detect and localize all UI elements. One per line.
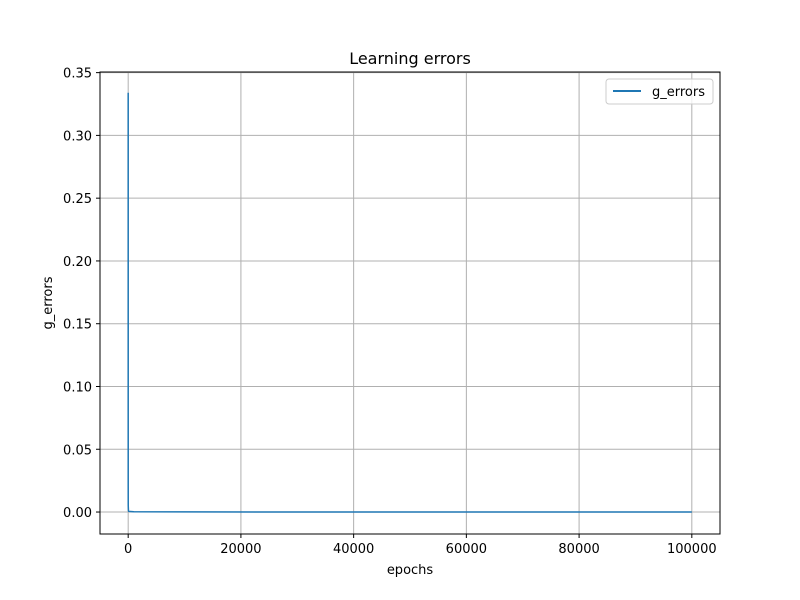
y-tick-label: 0.20 — [63, 255, 92, 270]
x-tick-label: 0 — [124, 542, 132, 557]
legend: g_errors — [605, 78, 714, 105]
series-layer — [127, 92, 692, 513]
series-line — [127, 92, 692, 513]
y-tick-label: 0.05 — [63, 443, 92, 458]
y-tick-label: 0.30 — [63, 129, 92, 144]
y-tick-label: 0.35 — [63, 67, 92, 82]
y-tick-label: 0.25 — [63, 192, 92, 207]
x-tick-label: 20000 — [220, 542, 261, 557]
x-axis-label: epochs — [387, 563, 434, 578]
grid-layer — [100, 72, 720, 534]
y-tick-label: 0.00 — [63, 506, 92, 521]
x-tick-label: 60000 — [446, 542, 487, 557]
y-tick-label: 0.15 — [63, 318, 92, 333]
x-tick-label: 40000 — [333, 542, 374, 557]
plot-frame — [99, 71, 721, 535]
legend-box — [605, 78, 714, 105]
x-tick-label: 100000 — [667, 542, 717, 557]
legend-label: g_errors — [652, 85, 705, 100]
x-tick-label: 80000 — [558, 542, 599, 557]
y-axis-label: g_errors — [41, 276, 56, 329]
tick-layer: 0 20000 40000 60000 80000 100000 0.00 0.05 0.10 0… — [63, 67, 717, 557]
chart-title: Learning errors — [349, 49, 471, 68]
y-tick-label: 0.10 — [63, 380, 92, 395]
